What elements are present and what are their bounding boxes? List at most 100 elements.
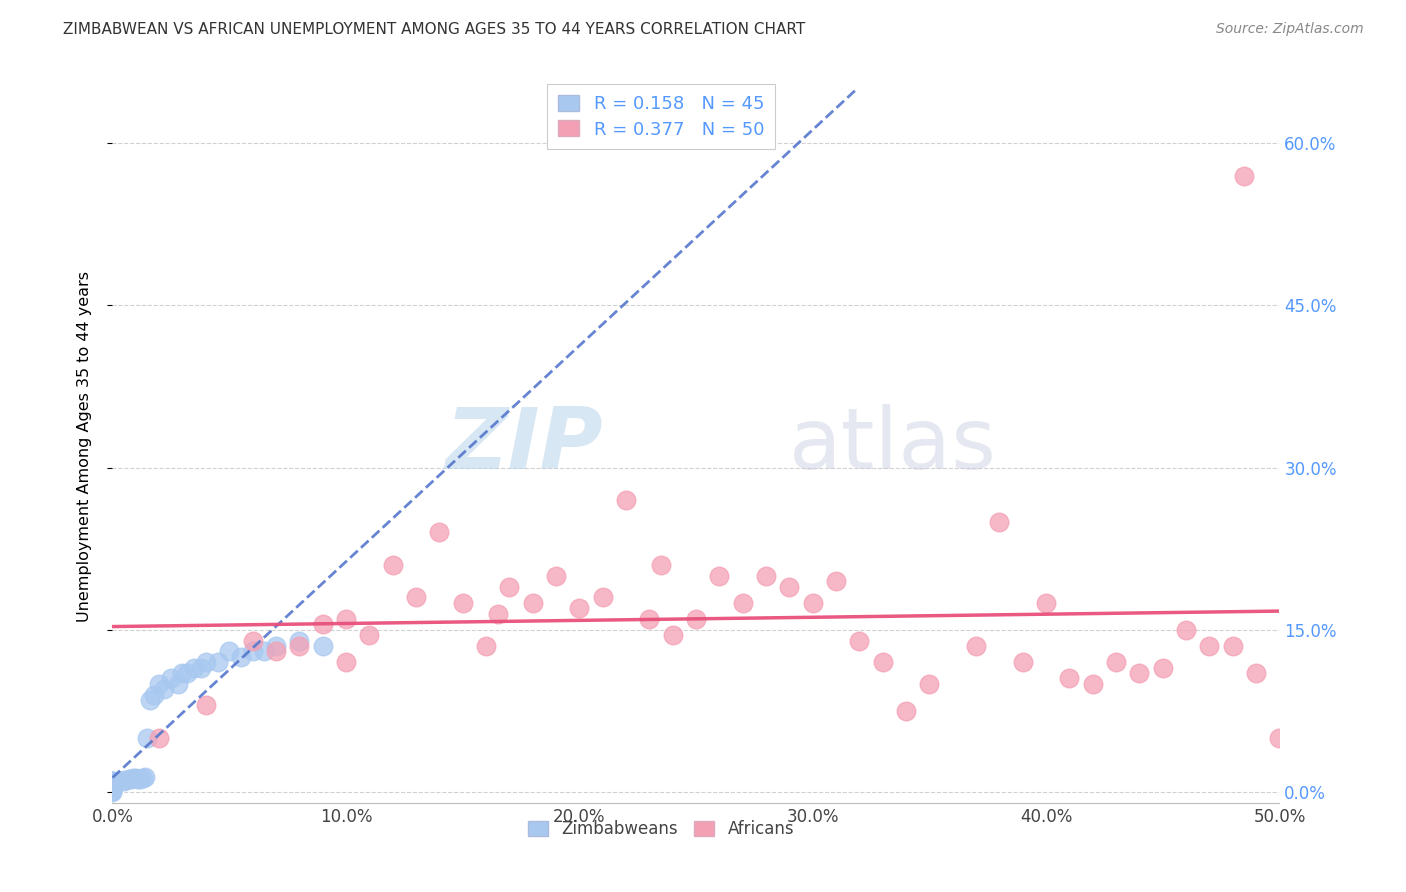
Point [1011, 655, 1033, 669]
Point [253, 644, 276, 658]
Point [101, 776, 124, 790]
Point [125, 771, 148, 785]
Point [638, 612, 661, 626]
Point [311, 617, 333, 632]
Point [965, 639, 987, 653]
Point [650, 558, 672, 572]
Text: ZIP: ZIP [444, 404, 603, 488]
Point [451, 596, 474, 610]
Point [101, 774, 124, 789]
Point [112, 774, 135, 789]
Point [101, 784, 124, 798]
Point [427, 525, 450, 540]
Point [190, 660, 212, 674]
Point [129, 772, 152, 786]
Point [498, 580, 520, 594]
Point [872, 655, 894, 669]
Point [242, 644, 264, 658]
Point [101, 774, 124, 789]
Point [335, 612, 357, 626]
Point [592, 591, 614, 605]
Point [709, 568, 731, 582]
Point [288, 639, 311, 653]
Point [486, 607, 509, 621]
Point [229, 649, 252, 664]
Point [1244, 666, 1267, 681]
Point [207, 655, 229, 669]
Point [614, 493, 637, 508]
Point [311, 639, 333, 653]
Point [101, 775, 124, 789]
Point [160, 672, 183, 686]
Point [1175, 623, 1198, 637]
Point [101, 779, 124, 793]
Point [218, 644, 240, 658]
Point [825, 574, 848, 589]
Point [148, 677, 170, 691]
Point [918, 677, 941, 691]
Point [101, 780, 124, 794]
Point [127, 772, 149, 786]
Point [359, 628, 381, 642]
Point [143, 688, 166, 702]
Point [1222, 639, 1244, 653]
Point [101, 776, 124, 790]
Y-axis label: Unemployment Among Ages 35 to 44 years: Unemployment Among Ages 35 to 44 years [77, 270, 91, 622]
Point [132, 771, 155, 785]
Point [661, 628, 683, 642]
Point [1152, 660, 1174, 674]
Point [335, 655, 357, 669]
Point [101, 781, 124, 796]
Point [405, 591, 427, 605]
Point [894, 704, 917, 718]
Point [120, 772, 142, 786]
Point [136, 731, 159, 745]
Point [801, 596, 824, 610]
Point [101, 774, 124, 789]
Point [522, 596, 544, 610]
Point [568, 601, 591, 615]
Point [685, 612, 707, 626]
Point [134, 770, 156, 784]
Point [988, 515, 1011, 529]
Point [475, 639, 498, 653]
Point [1198, 639, 1220, 653]
Point [112, 773, 135, 788]
Text: ZIMBABWEAN VS AFRICAN UNEMPLOYMENT AMONG AGES 35 TO 44 YEARS CORRELATION CHART: ZIMBABWEAN VS AFRICAN UNEMPLOYMENT AMONG… [63, 22, 806, 37]
Point [848, 633, 870, 648]
Point [544, 568, 567, 582]
Point [101, 780, 124, 794]
Point [194, 698, 217, 713]
Point [101, 782, 124, 797]
Legend: Zimbabweans, Africans: Zimbabweans, Africans [522, 814, 801, 845]
Point [1081, 677, 1104, 691]
Point [264, 639, 287, 653]
Point [183, 660, 205, 674]
Point [381, 558, 404, 572]
Point [101, 785, 124, 799]
Point [122, 771, 145, 785]
Point [101, 777, 124, 791]
Point [1233, 169, 1256, 183]
Point [139, 693, 162, 707]
Point [288, 633, 311, 648]
Point [1268, 731, 1291, 745]
Point [1128, 666, 1150, 681]
Point [101, 780, 124, 795]
Text: Source: ZipAtlas.com: Source: ZipAtlas.com [1216, 22, 1364, 37]
Point [166, 677, 188, 691]
Point [153, 682, 176, 697]
Point [1059, 672, 1081, 686]
Point [731, 596, 754, 610]
Point [118, 772, 141, 786]
Point [1035, 596, 1057, 610]
Point [755, 568, 778, 582]
Point [194, 655, 217, 669]
Point [148, 731, 170, 745]
Text: atlas: atlas [789, 404, 997, 488]
Point [264, 644, 287, 658]
Point [1105, 655, 1128, 669]
Point [242, 633, 264, 648]
Point [172, 666, 194, 681]
Point [778, 580, 800, 594]
